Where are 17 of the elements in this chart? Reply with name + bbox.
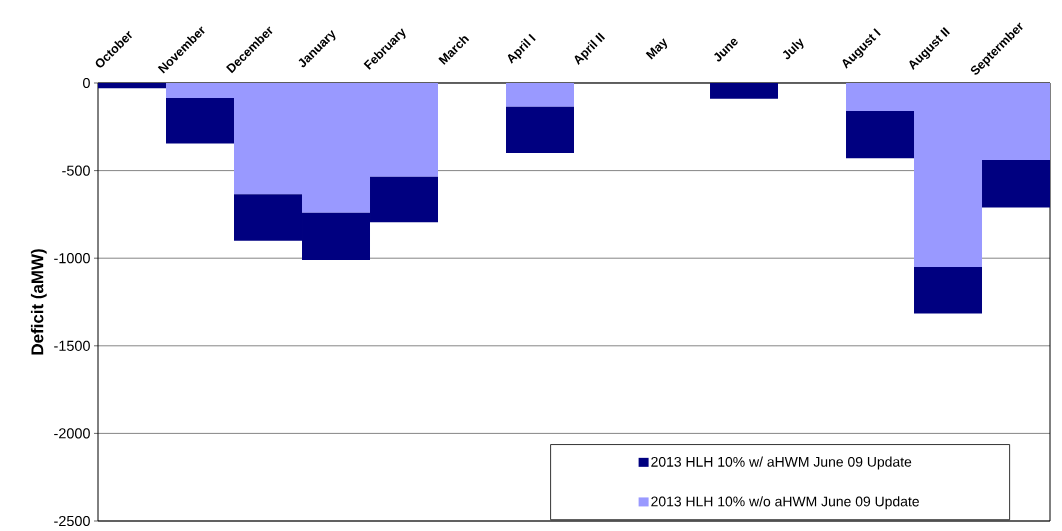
bar [846,111,915,159]
bar [166,97,234,144]
bar [710,83,779,99]
legend-label: 2013 HLH 10% w/o aHWM June 09 Update [651,496,919,510]
bar [914,266,983,314]
legend-label: 2013 HLH 10% w/ aHWM June 09 Update [651,456,912,470]
y-tick-label: -500 [62,165,90,176]
y-tick-label: -1000 [54,253,90,264]
bar [982,160,1051,208]
y-axis-title: Deficit (aMW) [30,249,47,355]
bar [506,83,574,107]
bar [98,83,166,89]
y-tick-label: -2500 [54,515,90,527]
y-tick-label: 0 [83,77,90,89]
bar [506,106,574,154]
y-tick-label: -2000 [54,428,90,439]
y-tick-label: -1500 [54,340,90,351]
